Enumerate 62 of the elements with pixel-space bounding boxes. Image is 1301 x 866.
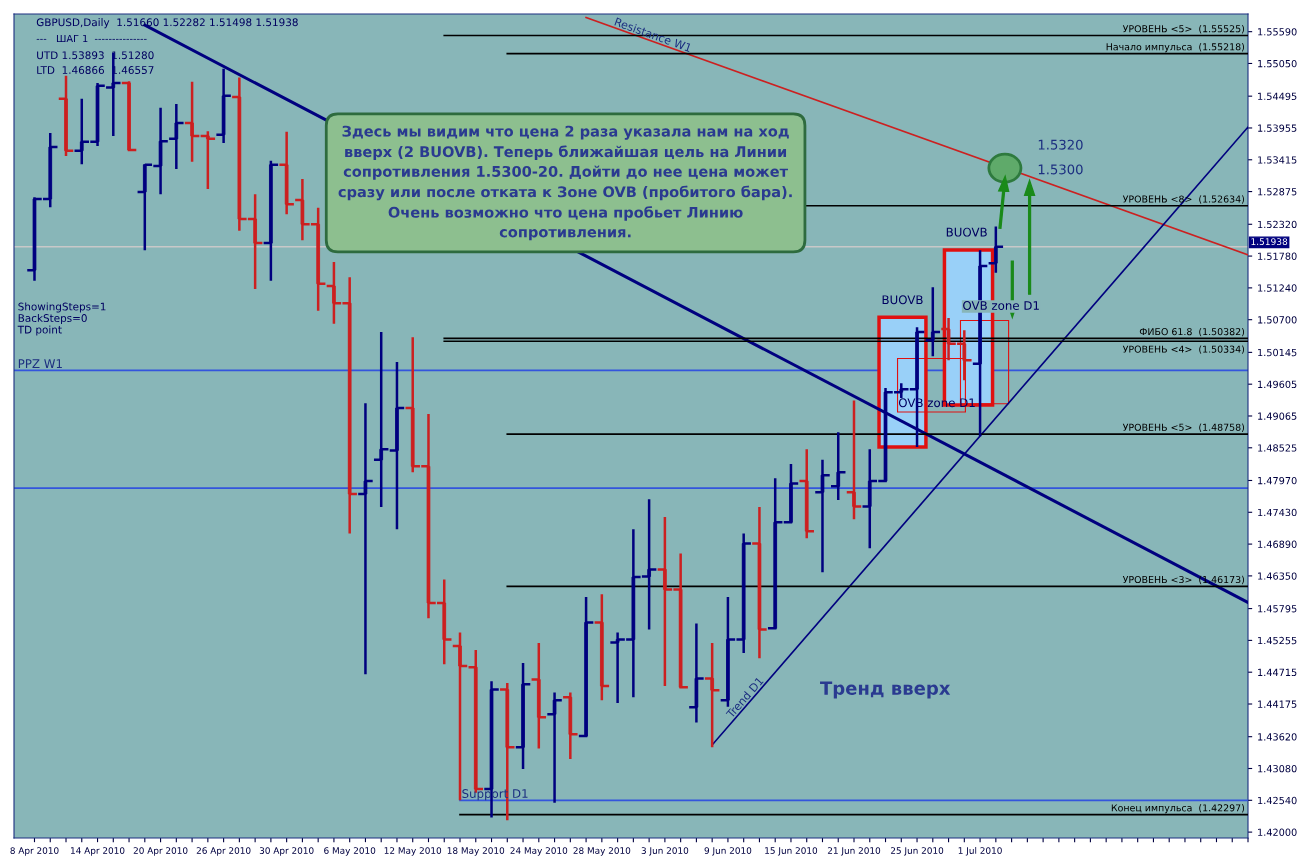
y-tick-label: 1.47970 — [1258, 476, 1297, 485]
x-tick-label: 20 Apr 2010 — [133, 847, 188, 856]
y-tick-label: 1.50145 — [1258, 348, 1297, 357]
y-tick-label: 1.46350 — [1258, 572, 1297, 580]
series-label: Начало импульса (1.55218) — [1106, 43, 1245, 53]
y-tick-label: 1.42000 — [1258, 828, 1297, 836]
annotation: 1.5320 — [1038, 139, 1083, 150]
ref-line-label: 1.51938 — [1251, 238, 1288, 246]
x-tick-label: 8 Apr 2010 — [10, 847, 59, 856]
series-label: УРОВЕНЬ <4> (1.50334) — [1122, 345, 1245, 354]
y-tick-label: 1.49605 — [1258, 380, 1297, 389]
y-tick-label: 1.43620 — [1258, 733, 1297, 741]
series-label: ФИБО 61.8 (1.50382) — [1139, 327, 1245, 337]
y-tick-label: 1.54495 — [1258, 92, 1297, 100]
x-tick-label: 24 May 2010 — [510, 847, 568, 856]
annotation: 1.5300 — [1038, 164, 1083, 175]
x-tick-label: 1 Jul 2010 — [958, 847, 1002, 856]
y-tick-label: 1.47430 — [1258, 508, 1297, 517]
y-tick-label: 1.45795 — [1258, 605, 1297, 613]
x-tick-label: 12 May 2010 — [384, 847, 442, 856]
y-tick-label: 1.53955 — [1258, 124, 1297, 132]
x-tick-label: 25 Jun 2010 — [890, 847, 944, 856]
y-tick-label: 1.52875 — [1258, 188, 1297, 196]
annotation: Здесь мы видим что цена 2 раза указала нам на ход вверх (2 BUOVB). Теперь ближайшая цель на Линии сопротивления 1.5300-20. Дойти до нее цена может сразу или после отката к Зоне OVB (пробитого бара). Очень возможно что цена пробьет Линию сопротивления. — [338, 125, 792, 241]
x-tick-label: 15 Jun 2010 — [765, 847, 818, 856]
chart-title: GBPUSD,Daily 1.51660 1.52282 1.51498 1.51938 — [36, 18, 298, 29]
y-tick-label: 1.51240 — [1258, 284, 1297, 292]
series-label: УРОВЕНЬ <5> (1.55525) — [1122, 24, 1245, 34]
annotation: BUOVB — [882, 295, 923, 305]
y-tick-label: 1.45255 — [1258, 636, 1297, 645]
x-tick-label: 30 Apr 2010 — [259, 847, 314, 856]
x-tick-label: 9 Jun 2010 — [704, 847, 752, 856]
series-label: Конец импульса (1.42297) — [1111, 804, 1245, 814]
annotation: --- ШАГ 1 --------------- — [36, 34, 147, 42]
y-tick-label: 1.55050 — [1258, 59, 1297, 68]
y-tick-label: 1.46890 — [1258, 540, 1297, 548]
y-tick-label: 1.51780 — [1258, 252, 1297, 260]
y-tick-label: 1.48525 — [1258, 444, 1297, 452]
y-tick-label: 1.55590 — [1258, 28, 1297, 36]
y-tick-label: 1.52320 — [1258, 220, 1297, 229]
series-label: УРОВЕНЬ <5> (1.48758) — [1122, 423, 1245, 432]
x-tick-label: 3 Jun 2010 — [641, 847, 689, 856]
y-tick-label: 1.49065 — [1258, 412, 1297, 420]
x-tick-label: 21 Jun 2010 — [827, 847, 881, 856]
y-tick-label: 1.50700 — [1258, 316, 1297, 324]
y-tick-label: 1.53415 — [1258, 156, 1297, 164]
x-tick-label: 6 May 2010 — [324, 847, 376, 856]
x-tick-label: 26 Apr 2010 — [196, 847, 251, 856]
annotation: BUOVB — [946, 227, 987, 237]
x-tick-label: 14 Apr 2010 — [71, 847, 125, 856]
annotation: TD point — [17, 325, 62, 336]
ref-line-label: PPZ W1 — [18, 359, 62, 368]
y-tick-label: 1.44175 — [1258, 700, 1297, 708]
y-tick-label: 1.43080 — [1258, 764, 1297, 773]
annotation: OVB zone D1 — [963, 301, 1039, 310]
y-tick-label: 1.42540 — [1258, 796, 1297, 805]
x-tick-label: 28 May 2010 — [573, 847, 631, 856]
annotation: Тренд вверх — [820, 681, 951, 699]
y-tick-label: 1.44715 — [1258, 668, 1297, 677]
x-tick-label: 18 May 2010 — [447, 847, 505, 856]
annotation: BackSteps=0 — [18, 313, 87, 325]
annotation: ShowingSteps=1 — [18, 302, 106, 313]
